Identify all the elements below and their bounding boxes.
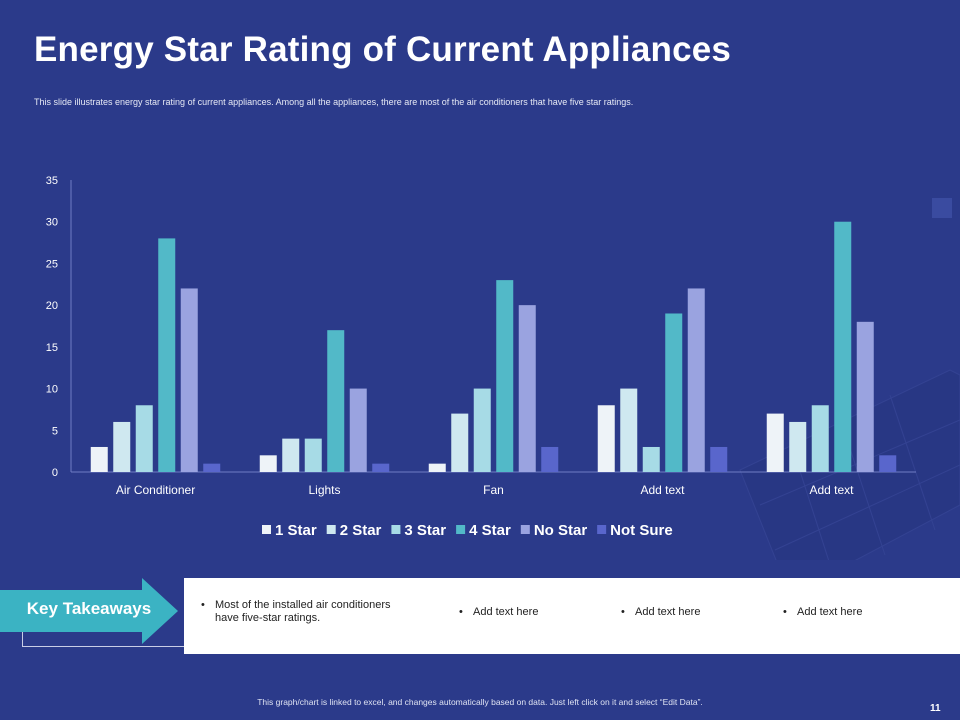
- y-tick-label: 10: [46, 384, 58, 396]
- bar: [856, 321, 874, 472]
- takeaway-text: Add text here: [797, 606, 863, 618]
- footer-note: This graph/chart is linked to excel, and…: [257, 697, 703, 707]
- bar: [473, 388, 491, 472]
- y-tick-label: 5: [52, 425, 58, 437]
- bar: [710, 446, 728, 472]
- x-tick-label: Fan: [483, 483, 504, 497]
- bar: [203, 463, 221, 472]
- bullet: •: [459, 606, 463, 618]
- x-tick-label: Add text: [640, 483, 685, 497]
- legend-swatch: [391, 525, 401, 534]
- bar: [349, 388, 367, 472]
- takeaway-item: • Add text here: [459, 606, 603, 619]
- bar: [158, 238, 176, 472]
- y-tick-label: 25: [46, 258, 58, 270]
- legend-label: 1 Star: [275, 522, 317, 539]
- legend-label: 2 Star: [340, 522, 382, 539]
- y-tick-label: 20: [46, 300, 58, 312]
- key-takeaways-arrow: [0, 578, 178, 644]
- takeaway-text: Add text here: [635, 606, 701, 618]
- takeaway-text: Most of the installed air conditioners: [215, 599, 391, 611]
- legend-label: Not Sure: [610, 522, 673, 539]
- takeaway-item: • Add text here: [621, 606, 765, 619]
- y-tick-label: 15: [46, 342, 58, 354]
- legend-swatch: [262, 525, 271, 534]
- bullet: •: [201, 599, 205, 611]
- bar: [327, 330, 345, 472]
- bar: [789, 421, 807, 472]
- key-takeaways-label: Key Takeaways: [26, 599, 152, 618]
- x-tick-label: Air Conditioner: [116, 483, 195, 497]
- bar: [282, 438, 300, 472]
- bar: [259, 455, 277, 472]
- bar: [766, 413, 784, 472]
- legend-swatch: [597, 525, 607, 534]
- legend-swatch: [326, 525, 336, 534]
- bar: [541, 446, 559, 472]
- takeaway-item: • Add text here: [783, 606, 927, 619]
- bullet: •: [621, 606, 625, 618]
- bar: [518, 305, 536, 472]
- x-tick-label: Add text: [809, 483, 854, 497]
- takeaway-text: have five-star ratings.: [215, 612, 321, 624]
- bar: [665, 313, 683, 472]
- decorative-square: [932, 198, 952, 218]
- takeaway-text: Add text here: [473, 606, 539, 618]
- bullet: •: [783, 606, 787, 618]
- y-tick-label: 30: [46, 217, 58, 229]
- bar: [428, 463, 446, 472]
- y-tick-label: 0: [52, 467, 58, 479]
- bar: [180, 288, 198, 472]
- bar: [597, 405, 615, 472]
- x-tick-label: Lights: [308, 483, 340, 497]
- bar: [687, 288, 705, 472]
- bar: [496, 280, 514, 472]
- bar-chart: 0 5 10 15 20 25 30 35 Air Conditioner Lights Fan Ad…: [45, 175, 916, 539]
- bar: [90, 446, 108, 472]
- bar: [451, 413, 469, 472]
- takeaways-panel: [184, 578, 960, 654]
- legend-swatch: [520, 525, 530, 534]
- page-number: 11: [930, 703, 941, 714]
- bar: [135, 405, 153, 472]
- takeaway-item: • Most of the installed air conditioners…: [201, 599, 440, 625]
- bar: [642, 446, 660, 472]
- bar: [879, 455, 897, 472]
- bar: [372, 463, 390, 472]
- legend-label: 4 Star: [469, 522, 511, 539]
- bar: [304, 438, 322, 472]
- legend-swatch: [456, 525, 466, 534]
- y-tick-label: 35: [46, 175, 58, 187]
- bar: [811, 405, 829, 472]
- slide-subtitle: This slide illustrates energy star ratin…: [34, 97, 634, 107]
- legend-label: No Star: [534, 522, 588, 539]
- bar: [113, 421, 131, 472]
- legend-label: 3 Star: [404, 522, 446, 539]
- slide-title: Energy Star Rating of Current Appliances: [34, 30, 732, 69]
- bar: [834, 221, 852, 472]
- bar: [620, 388, 638, 472]
